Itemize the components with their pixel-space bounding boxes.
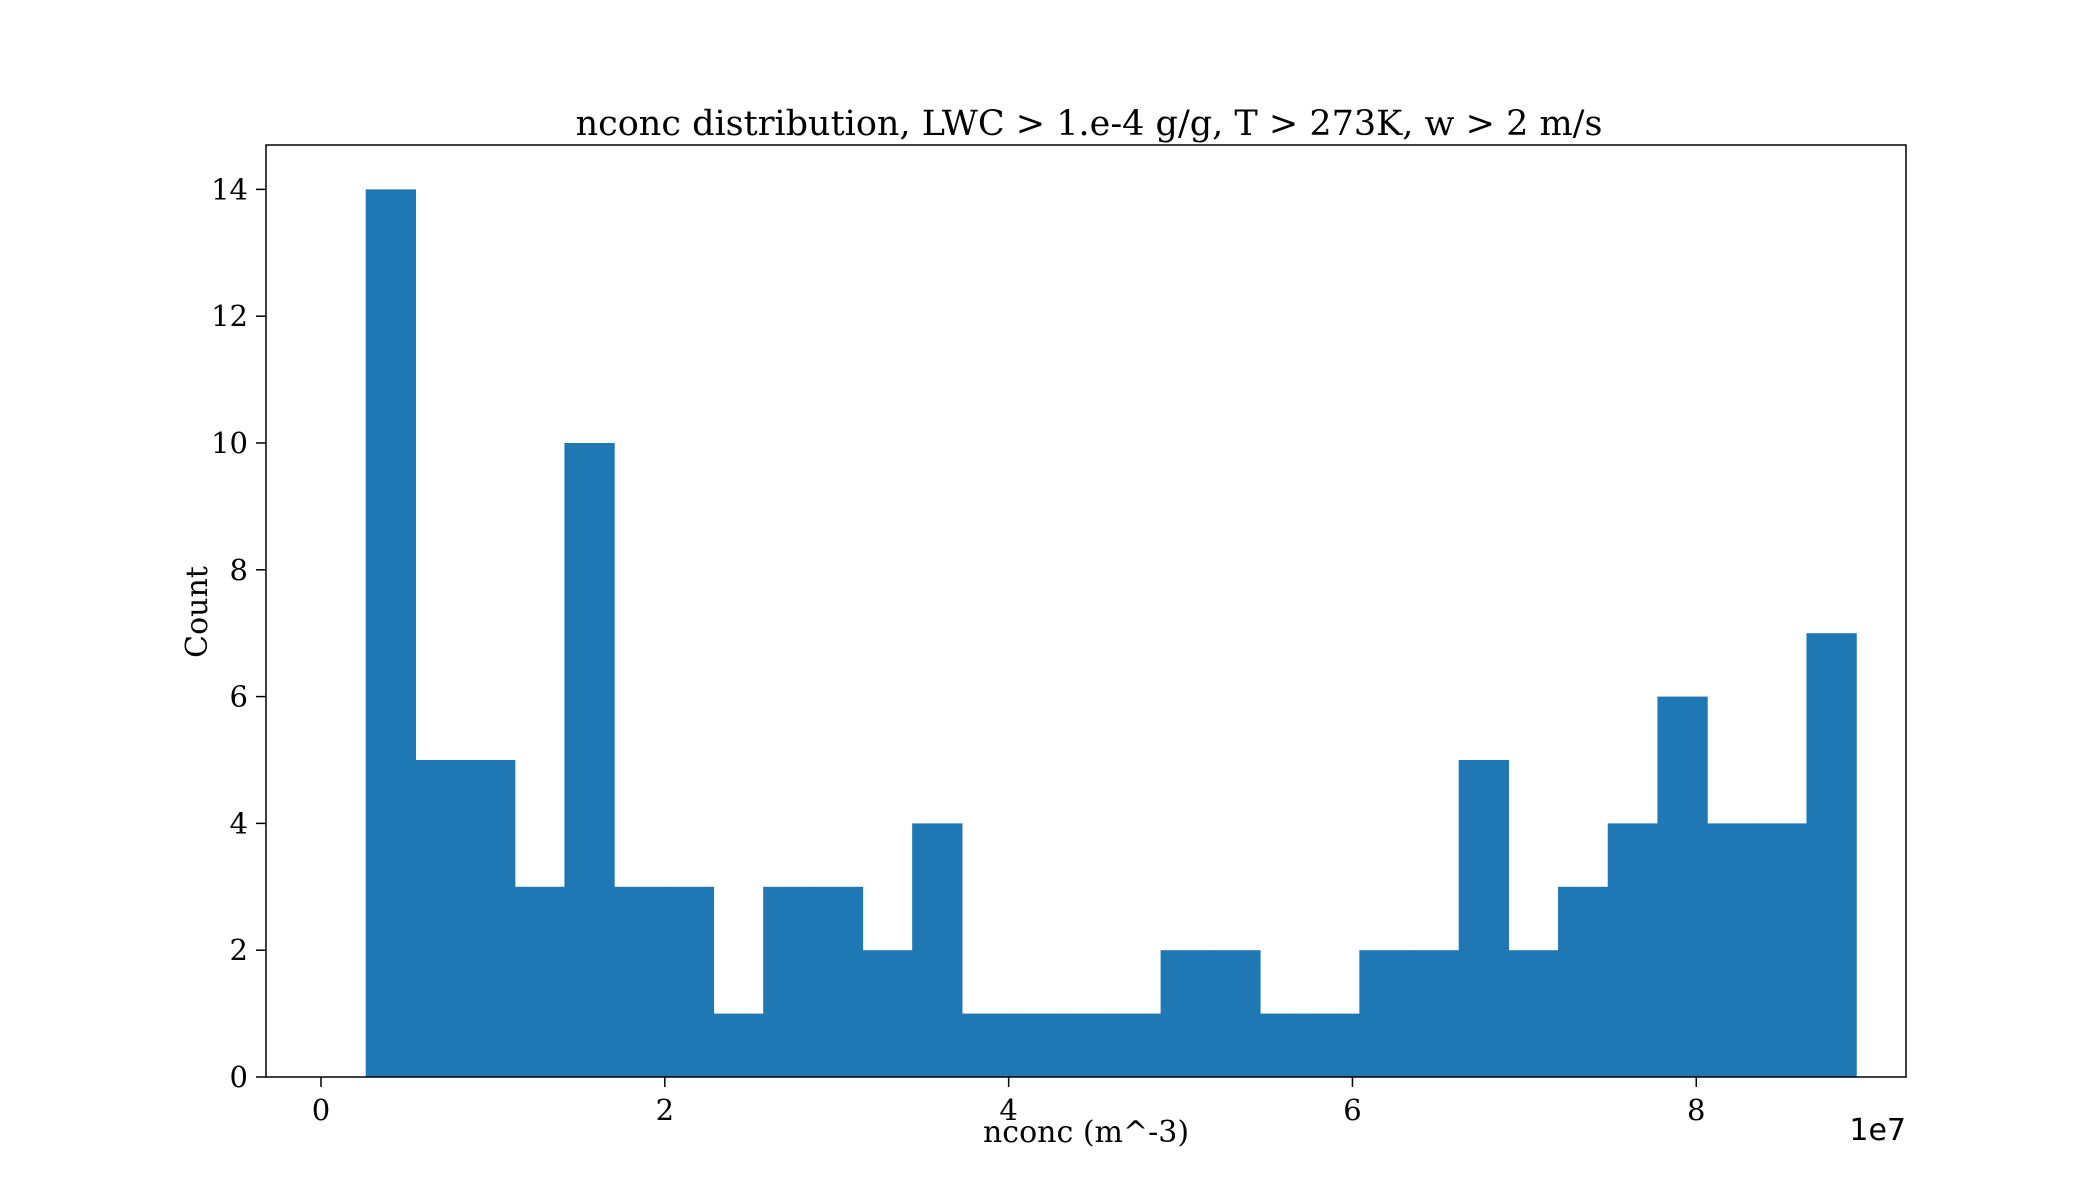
histogram-bar [1756,823,1808,1077]
histogram-bar [1657,696,1708,1077]
y-tick-label: 10 [211,426,248,460]
histogram-bar [812,886,864,1077]
y-tick-label: 6 [230,680,248,714]
histogram-bar [713,1013,764,1077]
y-axis-label: Count [180,566,215,658]
histogram-bar [365,189,416,1077]
y-tick-label: 4 [230,806,248,840]
chart-title: nconc distribution, LWC > 1.e-4 g/g, T >… [576,104,1603,144]
x-axis-offset-label: 1e7 [1849,1113,1906,1148]
histogram-bar [1707,823,1758,1077]
y-tick-label: 12 [211,299,248,333]
histogram-bars [365,189,1857,1077]
histogram-bar [1061,1013,1112,1077]
histogram-bar [1508,950,1559,1077]
histogram-bar [1607,823,1659,1077]
x-axis: 0 2 4 6 8 [312,1077,1705,1127]
histogram-bar [663,886,715,1077]
x-axis-label: nconc (m^-3) [983,1115,1189,1150]
histogram-bar [465,759,516,1077]
histogram-bar [912,823,963,1077]
histogram-bar [614,886,665,1077]
histogram-bar [514,886,566,1077]
x-tick-label: 2 [656,1093,674,1127]
histogram-bar [415,759,466,1077]
y-axis: 0 2 4 6 8 10 12 14 [211,172,266,1094]
histogram-bar [1558,886,1609,1077]
histogram-bar [1409,950,1460,1077]
histogram-bar [961,1013,1013,1077]
histogram-bar [1458,759,1509,1077]
histogram-bar [1210,950,1261,1077]
histogram-bar [1806,633,1857,1077]
x-tick-label: 8 [1687,1093,1705,1127]
histogram-bar [1160,950,1211,1077]
histogram-bar [1011,1013,1062,1077]
plot-area-frame [265,144,1907,1078]
x-tick-label: 6 [1343,1093,1361,1127]
histogram-bar [1259,1013,1311,1077]
y-tick-label: 14 [211,172,248,206]
histogram-bar [1309,1013,1360,1077]
y-tick-label: 8 [230,553,248,587]
histogram-bar [564,442,615,1077]
histogram-bar [763,886,814,1077]
histogram-bar [862,950,913,1077]
histogram-bar [1359,950,1410,1077]
y-tick-label: 2 [230,933,248,967]
histogram-bar [1110,1013,1162,1077]
x-tick-label: 4 [999,1093,1017,1127]
x-tick-label: 0 [312,1093,330,1127]
y-tick-label: 0 [230,1060,248,1094]
